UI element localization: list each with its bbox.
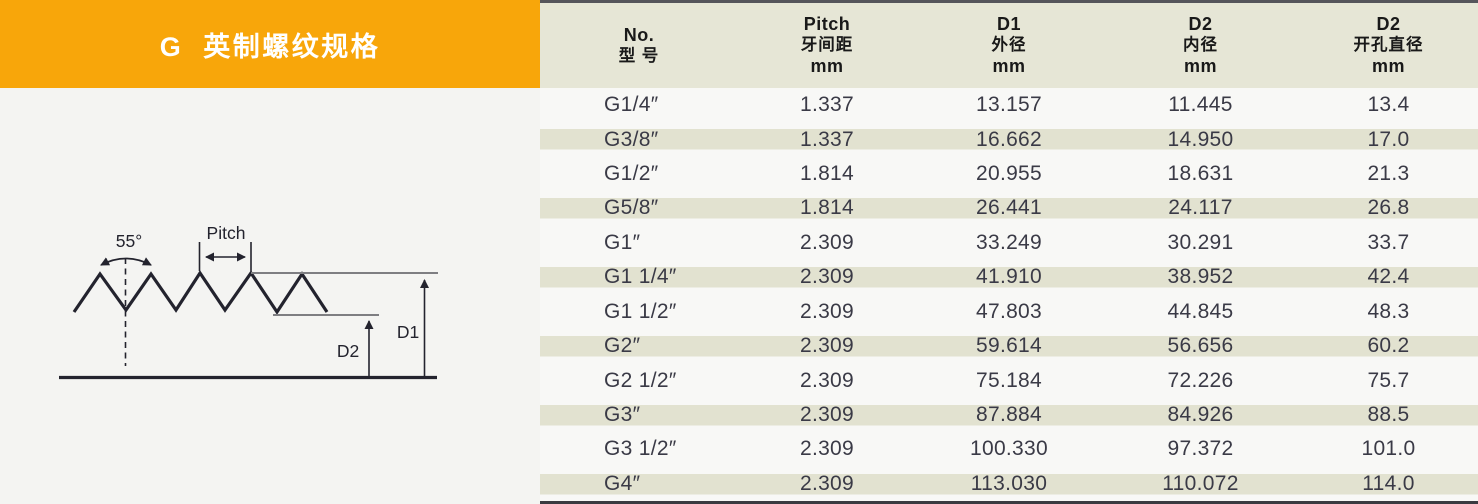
cell-d2-hole: 101.0 — [1361, 437, 1416, 461]
cell-d1: 87.884 — [975, 403, 1043, 426]
table-row: G1″ 2.309 33.249 30.291 33.7 — [540, 225, 1478, 261]
cell-d1: 13.157 — [975, 93, 1043, 117]
cell-model: G3 1/2″ — [604, 437, 677, 461]
table-body: G1/4″ 1.337 13.157 11.445 13.4 G3/8″ 1.3… — [540, 88, 1478, 502]
cell-d1: 75.184 — [975, 368, 1043, 392]
cell-d2-hole: 21.3 — [1367, 162, 1410, 186]
column-header-d2-inner: D2 内径 mm — [1183, 14, 1218, 76]
cell-model: G1 1/4″ — [604, 265, 677, 289]
cell-d2-inner: 24.117 — [1168, 196, 1233, 220]
cell-d2-inner: 11.445 — [1168, 93, 1233, 117]
column-header-model: No. 型 号 — [618, 24, 660, 65]
column-header-d1: D1 外径 mm — [991, 14, 1027, 76]
table-row: G1/4″ 1.337 13.157 11.445 13.4 — [540, 88, 1478, 123]
cell-d1: 26.441 — [975, 196, 1043, 220]
cell-pitch: 2.309 — [799, 403, 855, 426]
cell-d2-hole: 114.0 — [1362, 471, 1415, 495]
cell-d2-hole: 48.3 — [1367, 299, 1410, 323]
cell-d2-hole: 88.5 — [1367, 403, 1410, 426]
cell-d2-hole: 60.2 — [1367, 334, 1410, 358]
cell-d1: 20.955 — [975, 162, 1043, 186]
table-row: G2″ 2.309 59.614 56.656 60.2 — [540, 328, 1478, 364]
spec-table: No. 型 号 Pitch 牙间距 mm D1 外径 mm D2 内径 mm D… — [540, 0, 1478, 504]
column-header-pitch: Pitch 牙间距 mm — [800, 14, 854, 76]
cell-d1: 16.662 — [975, 127, 1043, 151]
section-title: G 英制螺纹规格 — [159, 31, 381, 62]
cell-model: G1″ — [604, 230, 641, 254]
cell-pitch: 2.309 — [799, 334, 855, 358]
cell-pitch: 2.309 — [799, 368, 855, 392]
cell-d2-inner: 38.952 — [1167, 265, 1234, 289]
cell-d1: 33.249 — [975, 230, 1043, 254]
table-row: G1 1/2″ 2.309 47.803 44.845 48.3 — [540, 294, 1478, 329]
cell-pitch: 2.309 — [799, 265, 855, 289]
cell-d2-inner: 97.372 — [1167, 437, 1234, 461]
cell-model: G1/2″ — [604, 162, 659, 186]
cell-d2-inner: 84.926 — [1167, 403, 1234, 426]
cell-d2-inner: 72.226 — [1167, 368, 1234, 392]
column-header-d2-hole: D2 开孔直径 mm — [1353, 14, 1424, 76]
cell-d2-hole: 13.4 — [1367, 93, 1410, 117]
cell-pitch: 2.309 — [799, 299, 855, 323]
cell-d1: 59.614 — [975, 334, 1043, 358]
cell-d2-inner: 44.845 — [1167, 299, 1234, 323]
pitch-label: Pitch — [207, 223, 246, 243]
section-banner: G 英制螺纹规格 — [0, 0, 540, 88]
cell-d2-hole: 26.8 — [1367, 196, 1410, 220]
cell-d1: 113.030 — [970, 471, 1048, 495]
angle-label: 55° — [116, 231, 142, 251]
thread-zigzag — [72, 270, 329, 315]
cell-model: G4″ — [604, 471, 641, 495]
cell-d2-hole: 17.0 — [1367, 127, 1410, 151]
table-row: G4″ 2.309 113.030 110.072 114.0 — [540, 466, 1478, 502]
cell-d1: 47.803 — [975, 299, 1043, 323]
cell-d2-inner: 56.656 — [1167, 334, 1234, 358]
left-panel: G 英制螺纹规格 55° Pitch — [0, 0, 540, 504]
cell-pitch: 1.814 — [799, 162, 855, 186]
cell-pitch: 1.337 — [799, 127, 855, 151]
cell-model: G5/8″ — [604, 196, 659, 220]
table-row: G5/8″ 1.814 26.441 24.117 26.8 — [540, 191, 1478, 226]
cell-d2-hole: 33.7 — [1367, 230, 1410, 254]
d2-label: D2 — [337, 341, 359, 361]
cell-model: G2 1/2″ — [604, 368, 677, 392]
cell-pitch: 2.309 — [799, 437, 855, 461]
cell-d1: 100.330 — [969, 437, 1048, 461]
cell-pitch: 2.309 — [799, 230, 855, 254]
thread-profile-diagram: 55° Pitch D1 D2 — [59, 223, 438, 380]
angle-arc-arrow — [100, 257, 152, 266]
table-header: No. 型 号 Pitch 牙间距 mm D1 外径 mm D2 内径 mm D… — [540, 0, 1478, 88]
cell-pitch: 1.337 — [799, 93, 855, 117]
table-row: G3/8″ 1.337 16.662 14.950 17.0 — [540, 122, 1478, 157]
cell-model: G3/8″ — [604, 127, 659, 151]
cell-d2-inner: 18.631 — [1167, 162, 1234, 186]
cell-model: G3″ — [604, 403, 641, 426]
cell-d1: 41.910 — [975, 265, 1043, 289]
table-row: G2 1/2″ 2.309 75.184 72.226 75.7 — [540, 363, 1478, 398]
table-row: G3″ 2.309 87.884 84.926 88.5 — [540, 397, 1478, 433]
cell-model: G2″ — [604, 334, 641, 358]
table-bottom-rule — [540, 501, 1478, 504]
cell-d2-inner: 14.950 — [1167, 127, 1234, 151]
table-row: G1/2″ 1.814 20.955 18.631 21.3 — [540, 156, 1478, 192]
table-row: G3 1/2″ 2.309 100.330 97.372 101.0 — [540, 432, 1478, 467]
cell-d2-inner: 30.291 — [1167, 230, 1234, 254]
cell-pitch: 2.309 — [799, 471, 855, 495]
d1-label: D1 — [397, 322, 419, 342]
cell-model: G1 1/2″ — [604, 299, 677, 323]
cell-pitch: 1.814 — [799, 196, 855, 220]
cell-d2-hole: 42.4 — [1367, 265, 1410, 289]
cell-model: G1/4″ — [604, 93, 659, 117]
cell-d2-hole: 75.7 — [1367, 368, 1410, 392]
table-row: G1 1/4″ 2.309 41.910 38.952 42.4 — [540, 260, 1478, 295]
cell-d2-inner: 110.072 — [1162, 471, 1239, 495]
